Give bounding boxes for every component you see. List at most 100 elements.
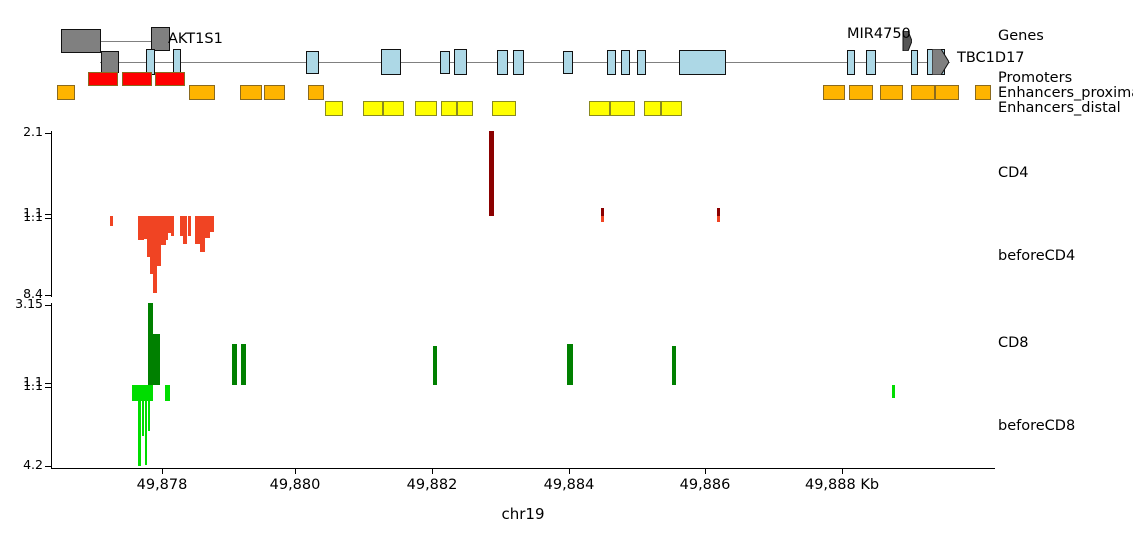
enhancer-distal-feature-0[interactable]	[325, 101, 343, 116]
x-tick-label-1: 49,880	[269, 477, 321, 493]
y-tick-beforeCD8-0	[45, 387, 52, 388]
genes-track: AKT1S1 MIR4750 TBC1D17	[0, 0, 1025, 80]
y-tick-label-beforeCD8-0: 1.1	[23, 378, 43, 393]
signal-bar-beforeCD8-0	[132, 385, 136, 401]
enhancer-distal-feature-7[interactable]	[589, 101, 610, 116]
enhancer-distal-feature-10[interactable]	[661, 101, 682, 116]
y-tick-CD4-0	[45, 133, 52, 134]
gene-exon-tbc1d17-6	[454, 49, 467, 75]
enhancer-distal-feature-2[interactable]	[383, 101, 404, 116]
enhancer-distal-feature-6[interactable]	[492, 101, 516, 116]
gene-exon-tbc1d17-11	[621, 50, 630, 75]
signal-bar-beforeCD4-8	[164, 216, 168, 240]
enhancer-proximal-feature-6[interactable]	[849, 85, 873, 100]
y-tick-CD8-0	[45, 305, 52, 306]
gene-label-tbc1d17: TBC1D17	[957, 50, 1025, 66]
signal-bar-beforeCD4-11	[180, 216, 183, 236]
y-axis-line-CD8	[51, 303, 52, 385]
y-axis-line-CD4	[51, 131, 52, 216]
signal-bar-beforeCD8-7	[142, 385, 144, 436]
signal-bar-CD8-5	[567, 344, 573, 385]
enhancer-distal-feature-8[interactable]	[610, 101, 635, 116]
y-tick-beforeCD8-1	[45, 466, 52, 467]
gene-intron-line-tbc1d17	[100, 62, 950, 63]
enhancer-proximal-feature-5[interactable]	[823, 85, 845, 100]
enhancer-proximal-feature-7[interactable]	[880, 85, 903, 100]
x-tick-label-3: 49,884	[543, 477, 595, 493]
signal-bar-beforeCD8-8	[145, 385, 147, 465]
x-tick-5	[842, 468, 843, 474]
annotation-region: AKT1S1 MIR4750 TBC1D17 Genes Promoters E…	[0, 0, 1133, 125]
gene-strand-arrow-tbc1d17	[931, 48, 950, 76]
enhancer-distal-feature-3[interactable]	[415, 101, 437, 116]
promoter-feature-2[interactable]	[155, 72, 185, 86]
signal-bar-beforeCD8-10	[892, 385, 895, 398]
promoter-feature-0[interactable]	[88, 72, 118, 86]
x-tick-0	[162, 468, 163, 474]
panel-label-beforeCD4: beforeCD4	[998, 248, 1076, 264]
y-tick-label-CD4-1: 1.1	[23, 205, 43, 220]
gene-exon-tbc1d17-4	[381, 49, 401, 75]
signal-bar-beforeCD4-14	[195, 216, 200, 244]
y-axis-line-beforeCD4	[51, 216, 52, 297]
signal-bar-beforeCD4-13	[188, 216, 191, 236]
x-axis-line	[51, 468, 995, 469]
enhancer-distal-feature-9[interactable]	[644, 101, 661, 116]
enhancer-proximal-feature-10[interactable]	[975, 85, 991, 100]
data-panel-beforeCD4	[52, 216, 995, 297]
enhancer-distal-feature-4[interactable]	[441, 101, 457, 116]
signal-bar-beforeCD4-15	[200, 216, 205, 252]
enhancer-proximal-feature-1[interactable]	[189, 85, 215, 100]
enhancer-proximal-feature-4[interactable]	[308, 85, 324, 100]
y-tick-CD8-1	[45, 383, 52, 384]
signal-bar-CD4-2	[717, 208, 720, 216]
y-tick-label-CD8-0: 3.15	[15, 296, 43, 311]
enhancer-proximal-feature-9[interactable]	[935, 85, 959, 100]
gene-intron-line-akt1s1	[61, 41, 166, 42]
enhancer-proximal-feature-8[interactable]	[911, 85, 935, 100]
enhancers-proximal-track	[0, 85, 1000, 101]
enhancer-proximal-feature-2[interactable]	[240, 85, 262, 100]
gene-label-mir4750: MIR4750	[847, 26, 911, 42]
x-tick-2	[432, 468, 433, 474]
signal-bar-beforeCD4-17	[210, 216, 214, 232]
signal-bar-beforeCD4-5	[153, 216, 157, 293]
signal-bar-CD8-4	[433, 346, 437, 385]
promoter-feature-1[interactable]	[122, 72, 152, 86]
signal-bar-CD8-6	[672, 346, 676, 385]
y-tick-CD4-1	[45, 214, 52, 215]
enhancer-proximal-feature-0[interactable]	[57, 85, 75, 100]
x-tick-label-4: 49,886	[679, 477, 731, 493]
gene-exon-tbc1d17-8	[513, 50, 524, 75]
signal-bar-beforeCD4-6	[156, 216, 161, 266]
signal-bar-CD8-2	[232, 344, 237, 385]
gene-exon-tbc1d17-9	[563, 51, 573, 74]
y-tick-label-beforeCD8-1: 4.2	[23, 457, 43, 472]
x-tick-4	[705, 468, 706, 474]
gene-exon-tbc1d17-7	[497, 50, 508, 75]
enhancer-distal-feature-1[interactable]	[363, 101, 383, 116]
signal-bar-beforeCD4-0	[110, 216, 113, 226]
signal-bar-beforeCD8-5	[165, 385, 170, 401]
signal-bar-beforeCD8-6	[138, 385, 141, 466]
gene-exon-tbc1d17-15	[866, 50, 876, 75]
signal-bar-CD4-0	[489, 131, 494, 216]
signal-bar-beforeCD4-19	[717, 216, 720, 222]
y-tick-label-beforeCD4-0: 1.1	[23, 209, 43, 224]
x-axis-title: chr19	[501, 505, 545, 523]
gene-exon-tbc1d17-10	[607, 50, 616, 75]
panel-label-CD8: CD8	[998, 335, 1029, 351]
gene-exon-akt1s1-1	[151, 27, 170, 51]
signal-bar-beforeCD4-16	[205, 216, 210, 238]
signal-bar-beforeCD4-18	[601, 216, 604, 222]
y-axis-line-beforeCD8	[51, 385, 52, 468]
data-panel-CD8	[52, 303, 995, 385]
signal-bar-CD8-3	[241, 344, 246, 385]
gene-exon-tbc1d17-12	[637, 50, 646, 75]
enhancer-proximal-feature-3[interactable]	[264, 85, 285, 100]
signal-bar-CD8-0	[148, 303, 153, 385]
x-tick-3	[569, 468, 570, 474]
enhancer-distal-feature-5[interactable]	[457, 101, 473, 116]
